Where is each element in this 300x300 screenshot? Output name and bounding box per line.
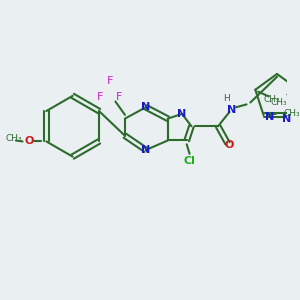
Text: N: N xyxy=(227,105,236,115)
Text: N: N xyxy=(282,114,291,124)
Text: CH₃: CH₃ xyxy=(284,109,300,118)
Text: H: H xyxy=(223,94,230,103)
Text: CH₃: CH₃ xyxy=(264,95,280,104)
Text: F: F xyxy=(97,92,104,102)
Text: N: N xyxy=(177,109,187,119)
Text: N: N xyxy=(141,102,151,112)
Text: N: N xyxy=(141,145,151,155)
Text: F: F xyxy=(106,76,113,85)
Text: N: N xyxy=(265,112,274,122)
Text: CH₃: CH₃ xyxy=(6,134,22,143)
Text: CH₃: CH₃ xyxy=(271,98,287,106)
Text: O: O xyxy=(225,140,234,150)
Text: F: F xyxy=(116,92,122,102)
Text: Cl: Cl xyxy=(184,156,196,167)
Text: O: O xyxy=(25,136,34,146)
